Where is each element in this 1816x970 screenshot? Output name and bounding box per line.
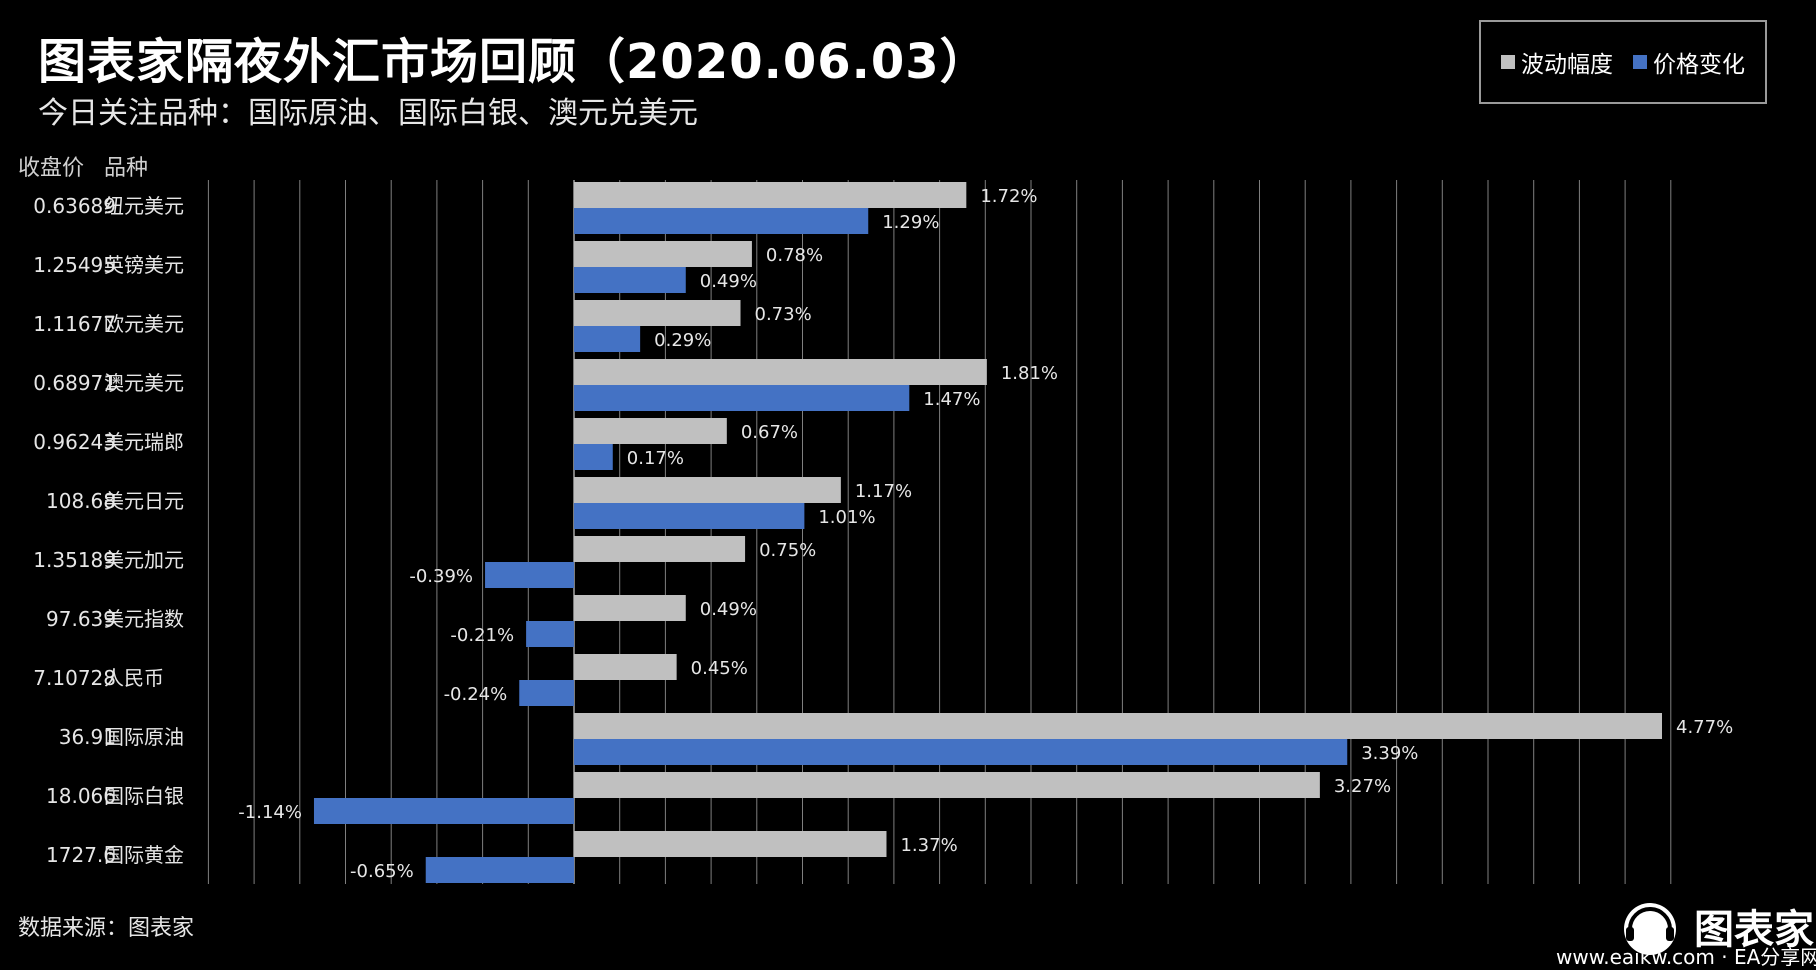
volatility-bar: [574, 300, 741, 326]
data-label: 1.47%: [923, 389, 980, 410]
data-label: -1.14%: [238, 802, 302, 823]
brand-logo-text: 图表家: [1694, 907, 1814, 953]
data-label: 3.27%: [1334, 776, 1391, 797]
category-label: 英镑美元: [104, 253, 184, 277]
volatility-bar: [574, 241, 752, 267]
close-price-label: 1.35189: [33, 548, 116, 572]
price-change-bar: [574, 444, 613, 470]
data-label: 1.01%: [818, 507, 875, 528]
price-change-bar: [425, 857, 574, 883]
data-label: 0.49%: [700, 271, 757, 292]
brand-logo: 图表家: [1612, 893, 1814, 959]
data-label: 0.75%: [759, 540, 816, 561]
category-label: 美元指数: [104, 607, 184, 631]
legend-label-volatility: 波动幅度: [1521, 52, 1613, 78]
legend-label-price-change: 价格变化: [1653, 52, 1745, 78]
data-label: -0.39%: [409, 566, 473, 587]
legend-swatch-volatility: [1501, 55, 1515, 69]
price-change-bar: [574, 267, 686, 293]
category-label: 澳元美元: [104, 371, 184, 395]
volatility-bar: [574, 595, 686, 621]
price-change-bar: [519, 680, 574, 706]
close-price-label: 0.68971: [33, 371, 116, 395]
instrument-column-header: 品种: [104, 156, 149, 181]
close-price-label: 1727.6: [46, 843, 116, 867]
price-change-bar: [574, 208, 869, 234]
volatility-bar: [574, 713, 1662, 739]
category-label: 纽元美元: [104, 194, 184, 218]
price-change-bar: [574, 326, 641, 352]
data-label: 0.17%: [627, 448, 684, 469]
data-label: 3.39%: [1361, 743, 1418, 764]
category-label: 国际黄金: [104, 843, 184, 867]
close-price-label: 0.63689: [33, 194, 116, 218]
volatility-bar: [574, 359, 987, 385]
category-label: 国际原油: [104, 725, 184, 749]
site-watermark: www.eaikw.com · EA分享网: [1556, 945, 1816, 969]
category-label: 美元加元: [104, 548, 184, 572]
headphone-avatar-icon: [1624, 903, 1676, 955]
volatility-bar: [574, 831, 887, 857]
legend-swatch-price-change: [1633, 55, 1647, 69]
close-price-label: 7.10728: [33, 666, 116, 690]
chart-subtitle: 今日关注品种：国际原油、国际白银、澳元兑美元: [38, 96, 698, 131]
legend-item-volatility: 波动幅度: [1501, 45, 1613, 79]
price-change-bar: [574, 503, 805, 529]
data-label: 1.37%: [900, 835, 957, 856]
data-label: 0.67%: [741, 422, 798, 443]
category-label: 欧元美元: [104, 312, 184, 336]
category-label: 人民币: [104, 666, 164, 690]
close-price-label: 1.11677: [33, 312, 116, 336]
close-price-label: 97.639: [46, 607, 116, 631]
data-label: 0.45%: [691, 658, 748, 679]
data-source-note: 数据来源：图表家: [18, 916, 195, 941]
chart-title: 图表家隔夜外汇市场回顾（2020.06.03）: [38, 34, 989, 90]
category-label: 美元瑞郎: [104, 430, 184, 454]
data-label: 1.29%: [882, 212, 939, 233]
volatility-bar: [574, 536, 746, 562]
data-label: 0.73%: [755, 304, 812, 325]
data-label: 0.78%: [766, 245, 823, 266]
close-price-label: 0.96243: [33, 430, 116, 454]
price-change-bar: [485, 562, 574, 588]
data-label: 0.49%: [700, 599, 757, 620]
data-label: 1.17%: [855, 481, 912, 502]
data-label: -0.65%: [350, 861, 414, 882]
close-price-label: 18.066: [46, 784, 116, 808]
category-label: 美元日元: [104, 489, 184, 513]
volatility-bar: [574, 182, 967, 208]
price-change-bar: [526, 621, 574, 647]
close-price-label: 36.91: [59, 725, 116, 749]
category-label: 国际白银: [104, 784, 184, 808]
chart-legend: 波动幅度 价格变化: [1479, 20, 1767, 104]
data-label: 0.29%: [654, 330, 711, 351]
data-label: 4.77%: [1676, 717, 1733, 738]
data-label: -0.21%: [450, 625, 514, 646]
volatility-bar: [574, 477, 841, 503]
volatility-bar: [574, 654, 677, 680]
price-change-bar: [574, 739, 1348, 765]
legend-item-price-change: 价格变化: [1633, 45, 1745, 79]
volatility-bar: [574, 418, 727, 444]
data-label: 1.72%: [980, 186, 1037, 207]
volatility-bar: [574, 772, 1320, 798]
price-change-bar: [313, 798, 574, 824]
data-label: -0.24%: [444, 684, 508, 705]
price-change-bar: [574, 385, 910, 411]
close-price-label: 1.25495: [33, 253, 116, 277]
data-label: 1.81%: [1001, 363, 1058, 384]
close-price-label: 108.68: [46, 489, 116, 513]
close-price-column-header: 收盘价: [18, 156, 85, 181]
